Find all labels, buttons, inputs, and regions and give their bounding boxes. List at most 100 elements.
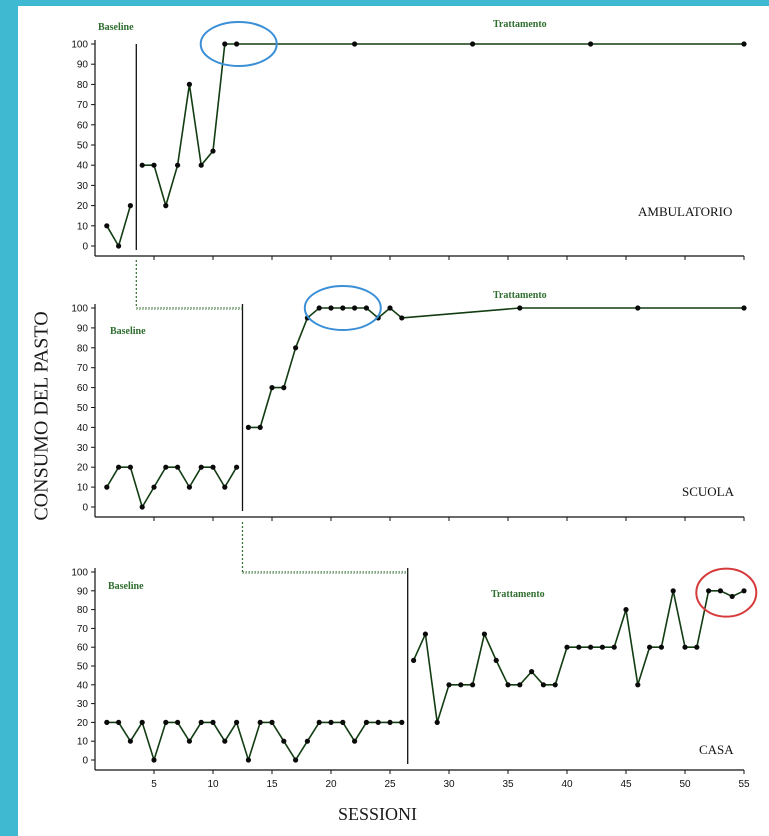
data-point <box>670 588 676 594</box>
data-point <box>611 644 617 650</box>
data-point <box>682 644 688 650</box>
series-line-treatment <box>142 43 744 209</box>
y-tick-label: 30 <box>77 699 89 710</box>
panel-scuola: 0 10 20 30 40 50 60 70 80 90 100 Baseline Trattament… <box>71 285 747 521</box>
panel-title: AMBULATORIO <box>638 204 732 219</box>
data-point <box>293 757 299 763</box>
data-point <box>729 593 735 600</box>
data-point <box>422 631 428 637</box>
y-tick-label: 70 <box>77 100 89 111</box>
data-point <box>222 484 228 490</box>
data-point <box>328 719 334 726</box>
data-point <box>198 719 204 726</box>
data-point <box>340 719 346 726</box>
data-point <box>635 305 641 311</box>
phase-connector <box>241 522 408 574</box>
y-tick-label: 90 <box>77 323 89 334</box>
y-tick-label: 20 <box>77 201 89 212</box>
y-tick-label: 10 <box>77 483 89 494</box>
data-point <box>175 719 181 726</box>
data-point <box>245 424 251 430</box>
y-tick-label: 80 <box>77 80 89 91</box>
y-tick-label: 20 <box>77 463 89 474</box>
data-point <box>222 41 228 47</box>
data-point <box>163 203 169 209</box>
data-point <box>647 644 653 650</box>
data-point <box>529 669 535 675</box>
data-point <box>163 464 169 470</box>
data-point <box>210 719 216 726</box>
data-point <box>151 757 157 763</box>
data-point <box>186 738 192 744</box>
data-point <box>304 738 310 744</box>
y-tick-label: 80 <box>77 343 89 354</box>
data-point <box>340 305 346 311</box>
x-tick-label: 25 <box>384 779 396 790</box>
x-tick-label: 35 <box>502 779 514 790</box>
data-point <box>517 682 523 688</box>
x-tick-label: 50 <box>679 779 691 790</box>
data-point <box>316 305 322 311</box>
data-point <box>694 644 700 650</box>
panel-ambulatorio: 0 10 20 30 40 50 60 70 80 90 100 Baseline Trattament… <box>71 19 747 260</box>
data-point <box>293 345 299 351</box>
y-tick-label: 60 <box>77 643 89 654</box>
y-axis-label: CONSUMO DEL PASTO <box>30 311 53 521</box>
x-axis-label: SESSIONI <box>338 804 418 824</box>
data-point <box>186 81 192 87</box>
y-tick-label: 0 <box>82 756 88 767</box>
data-point <box>257 719 263 726</box>
data-point <box>269 719 275 726</box>
y-tick-label: 50 <box>77 141 89 152</box>
data-point <box>741 41 747 47</box>
chart-frame: 0 10 20 30 40 50 60 70 80 90 100 Baseline Trattament… <box>18 6 769 836</box>
phase-label-baseline: Baseline <box>110 326 146 337</box>
data-point <box>363 305 369 311</box>
data-point <box>363 719 369 726</box>
y-tick-label: 10 <box>77 737 89 748</box>
y-axis-label-container: CONSUMO DEL PASTO <box>22 286 62 546</box>
x-tick-label: 10 <box>207 779 219 790</box>
series-line-baseline <box>106 205 132 249</box>
x-tick-label: 15 <box>266 779 278 790</box>
x-tick-label: 45 <box>620 779 632 790</box>
y-tick-label: 100 <box>71 40 88 51</box>
y-tick-label: 90 <box>77 586 89 597</box>
y-tick-label: 0 <box>82 242 88 253</box>
y-tick-label: 0 <box>82 503 88 514</box>
data-point <box>151 162 157 168</box>
data-point <box>245 757 251 763</box>
y-tick-label: 40 <box>77 161 89 172</box>
highlight-ellipse <box>199 21 278 67</box>
phase-label-baseline: Baseline <box>98 22 134 33</box>
phase-label-baseline: Baseline <box>108 581 144 592</box>
data-point <box>375 719 381 726</box>
x-tick-label: 20 <box>325 779 337 790</box>
data-point <box>741 305 747 311</box>
y-tick-label: 30 <box>77 181 89 192</box>
data-point <box>706 588 712 594</box>
data-point <box>234 719 240 726</box>
data-point <box>210 464 216 470</box>
x-tick-label: 55 <box>738 779 750 790</box>
highlight-ellipse <box>695 567 758 618</box>
data-point <box>222 738 228 744</box>
y-tick-label: 70 <box>77 363 89 374</box>
data-point <box>186 484 192 490</box>
data-point <box>198 464 204 470</box>
data-point <box>505 682 511 688</box>
data-point <box>387 719 393 726</box>
panel-title: SCUOLA <box>682 484 735 499</box>
y-tick-label: 80 <box>77 605 89 616</box>
data-point <box>387 305 393 311</box>
data-point <box>470 682 476 688</box>
y-tick-label: 60 <box>77 120 89 131</box>
data-point <box>175 464 181 470</box>
series-line-baseline <box>106 466 238 509</box>
data-point <box>234 464 240 470</box>
series-line-treatment <box>412 589 745 723</box>
data-point <box>588 41 594 47</box>
data-point <box>411 657 417 663</box>
data-point <box>175 162 181 168</box>
